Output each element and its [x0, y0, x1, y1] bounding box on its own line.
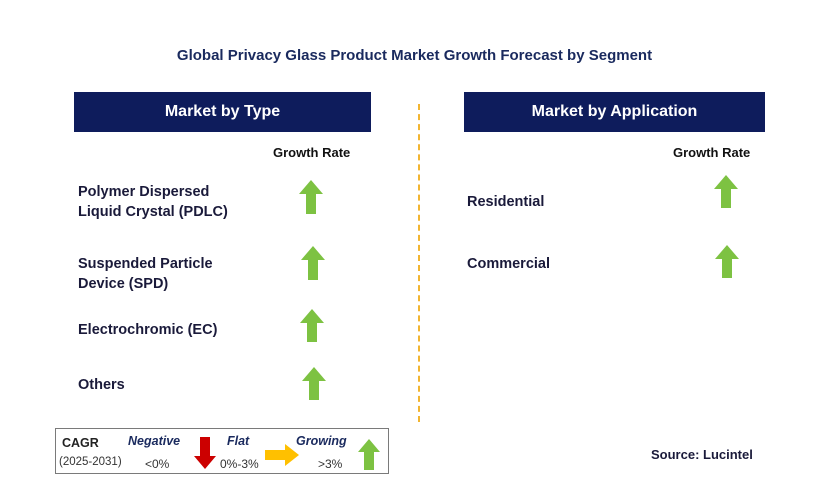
panel-divider	[418, 104, 420, 422]
legend-negative-range: <0%	[145, 457, 170, 471]
right-growth-rate-label: Growth Rate	[673, 145, 751, 160]
segment-label-ec: Electrochromic (EC)	[78, 322, 218, 338]
segment-label-residential: Residential	[467, 194, 545, 210]
arrow-up-icon	[358, 439, 380, 470]
legend-flat-label: Flat	[227, 434, 250, 448]
segment-label-spd: Suspended Particle Device (SPD)	[78, 256, 213, 292]
arrow-up-icon	[714, 175, 738, 208]
legend-cagr-label: CAGR	[62, 436, 99, 450]
legend-flat-range: 0%-3%	[220, 457, 259, 471]
segment-label-pdlc: Polymer Dispersed Liquid Crystal (PDLC)	[78, 184, 228, 220]
arrow-up-icon	[302, 367, 326, 400]
source-note: Source: Lucintel	[651, 447, 753, 462]
segment-label-others: Others	[78, 377, 125, 393]
arrow-up-icon	[301, 246, 325, 280]
page-title: Global Privacy Glass Product Market Grow…	[176, 47, 653, 64]
legend-growing-label: Growing	[296, 434, 347, 448]
arrow-right-icon	[265, 444, 299, 466]
cagr-legend: CAGR (2025-2031) Negative <0% Flat 0%-3%…	[55, 428, 389, 474]
arrow-up-icon	[299, 180, 323, 214]
legend-period: (2025-2031)	[59, 456, 122, 468]
market-by-application-header: Market by Application	[464, 92, 765, 132]
market-by-type-header: Market by Type	[74, 92, 371, 132]
arrow-down-icon	[194, 437, 216, 469]
legend-negative-label: Negative	[128, 434, 181, 448]
left-growth-rate-label: Growth Rate	[273, 145, 351, 160]
legend-growing-range: >3%	[318, 457, 343, 471]
segment-label-commercial: Commercial	[467, 256, 551, 272]
arrow-up-icon	[715, 245, 739, 278]
arrow-up-icon	[300, 309, 324, 342]
